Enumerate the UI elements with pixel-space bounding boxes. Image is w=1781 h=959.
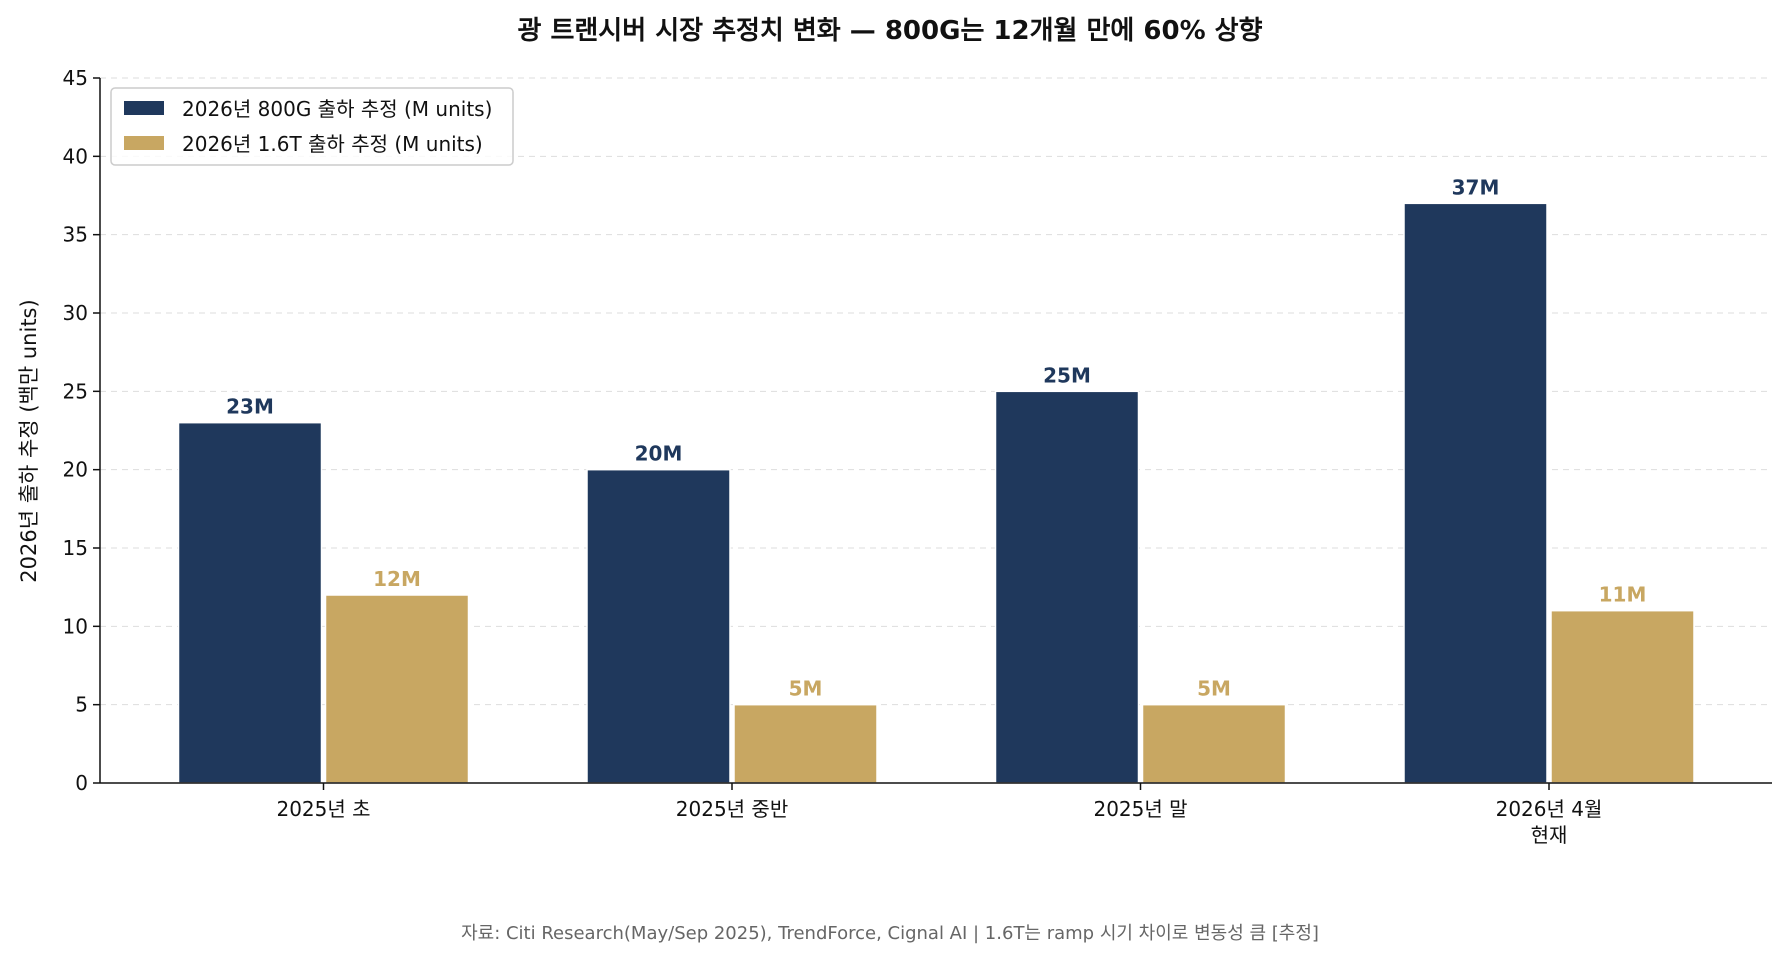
bar-1-6t-0 [324,594,470,784]
data-label-800g-3: 37M [1452,175,1500,199]
data-label-800g-0: 23M [226,395,274,419]
legend-label-800g: 2026년 800G 출하 추정 (M units) [182,97,492,121]
y-tick-label-45: 45 [63,66,88,90]
y-tick-label-25: 25 [63,379,88,403]
legend-swatch-1-6t [124,136,164,150]
data-label-1-6t-3: 11M [1599,583,1647,607]
legend-label-1-6t: 2026년 1.6T 출하 추정 (M units) [182,132,483,156]
legend-frame [110,87,514,166]
data-label-1-6t-1: 5M [789,677,823,701]
y-tick-label-35: 35 [63,223,88,247]
y-axis-label: 2026년 출하 추정 (백만 units) [17,299,41,582]
y-axis-ticks: 0 5 10 15 20 25 30 35 40 45 [63,66,100,795]
chart-title: 광 트랜시버 시장 추정치 변화 — 800G는 12개월 만에 60% 상향 [517,16,1262,46]
bars [177,202,1695,784]
x-tick-label-3: 2026년 4월 현재 [1496,797,1603,847]
y-tick-label-20: 20 [63,458,88,482]
data-label-1-6t-2: 5M [1197,677,1231,701]
data-label-800g-1: 20M [635,442,683,466]
x-tick-label-1: 2025년 중반 [676,797,788,821]
bar-1-6t-2 [1141,703,1287,784]
legend: 2026년 800G 출하 추정 (M units) 2026년 1.6T 출하… [110,87,514,166]
y-tick-label-15: 15 [63,536,88,560]
x-tick-label-2: 2025년 말 [1093,797,1187,821]
bar-800g-0 [177,421,323,784]
y-tick-label-0: 0 [75,771,88,795]
bar-1-6t-3 [1550,609,1695,784]
bar-1-6t-1 [733,703,878,784]
y-tick-label-10: 10 [63,614,88,638]
y-tick-label-30: 30 [63,301,88,325]
data-labels: 23M 12M 20M 5M 25M 5M 37M 11M [226,175,1646,700]
data-label-1-6t-0: 12M [373,567,421,591]
x-tick-label-0: 2025년 초 [276,797,370,821]
legend-swatch-800g [124,101,164,115]
x-axis-ticks: 2025년 초 2025년 중반 2025년 말 2026년 4월 현재 [276,783,1602,847]
source-note: 자료: Citi Research(May/Sep 2025), TrendFo… [461,923,1319,944]
data-label-800g-2: 25M [1043,363,1091,387]
y-tick-label-5: 5 [75,693,88,717]
bar-800g-1 [586,468,731,784]
bar-800g-3 [1403,202,1548,784]
y-tick-label-40: 40 [63,144,88,168]
bar-800g-2 [994,390,1140,784]
